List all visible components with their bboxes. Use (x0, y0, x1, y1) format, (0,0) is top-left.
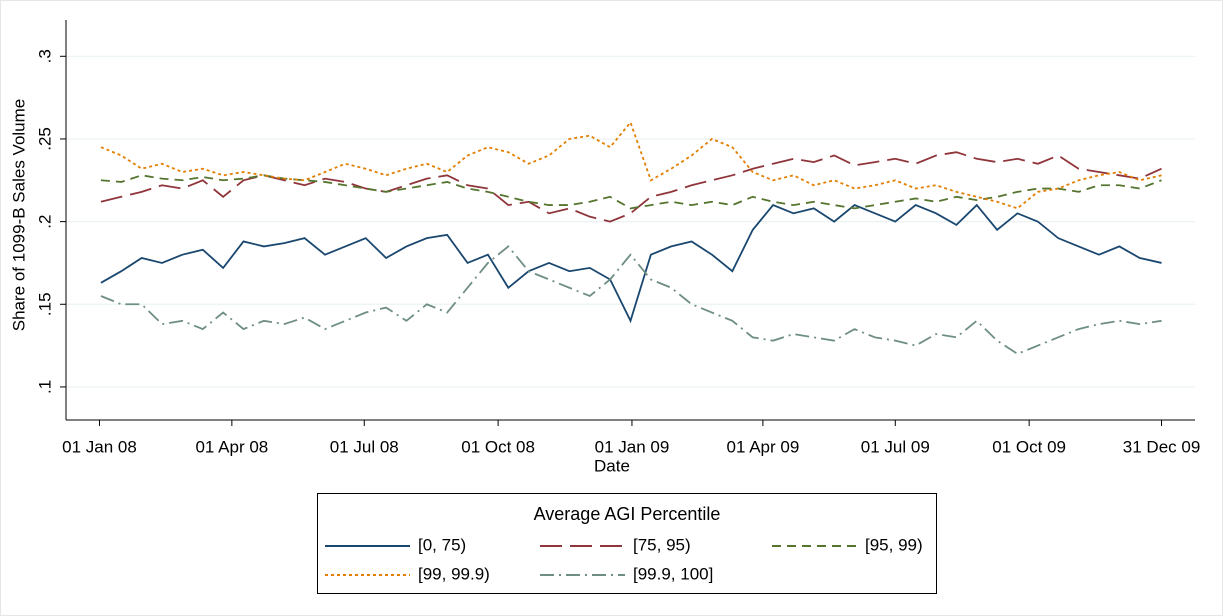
legend: Average AGI Percentile [0, 75) [75, 95) [95… (317, 493, 937, 594)
x-tick-label: 01 Apr 09 (727, 437, 800, 456)
x-tick-label: 31 Dec 09 (1123, 437, 1201, 456)
legend-label: [99, 99.9) (418, 564, 490, 583)
legend-label: [95, 99) (865, 535, 923, 554)
x-axis-title: Date (594, 456, 630, 475)
series-line (100, 151, 1162, 223)
y-tick-label: .15 (35, 292, 54, 316)
x-tick-label: 01 Jan 09 (595, 437, 670, 456)
series-line (100, 245, 1162, 355)
legend-label: [75, 95) (633, 535, 691, 554)
series-line (100, 120, 1162, 210)
x-tick-label: 01 Jul 08 (330, 437, 399, 456)
x-tick-label: 01 Apr 08 (195, 437, 268, 456)
y-tick-label: .3 (35, 49, 54, 63)
legend-label: [0, 75) (418, 535, 466, 554)
y-tick-label: .1 (35, 380, 54, 394)
x-tick-label: 01 Jul 09 (861, 437, 930, 456)
series-line (100, 203, 1162, 324)
x-tick-label: 01 Oct 09 (992, 437, 1066, 456)
y-tick-label: .25 (35, 127, 54, 151)
legend-box (317, 493, 937, 594)
series-line (100, 174, 1162, 210)
legend-label: [99.9, 100] (633, 564, 713, 583)
legend-title: Average AGI Percentile (534, 504, 721, 524)
x-tick-label: 01 Oct 08 (461, 437, 535, 456)
y-axis-title: Share of 1099-B Sales Volume (9, 99, 28, 331)
x-tick-label: 01 Jan 08 (62, 437, 137, 456)
y-tick-label: .2 (35, 215, 54, 229)
